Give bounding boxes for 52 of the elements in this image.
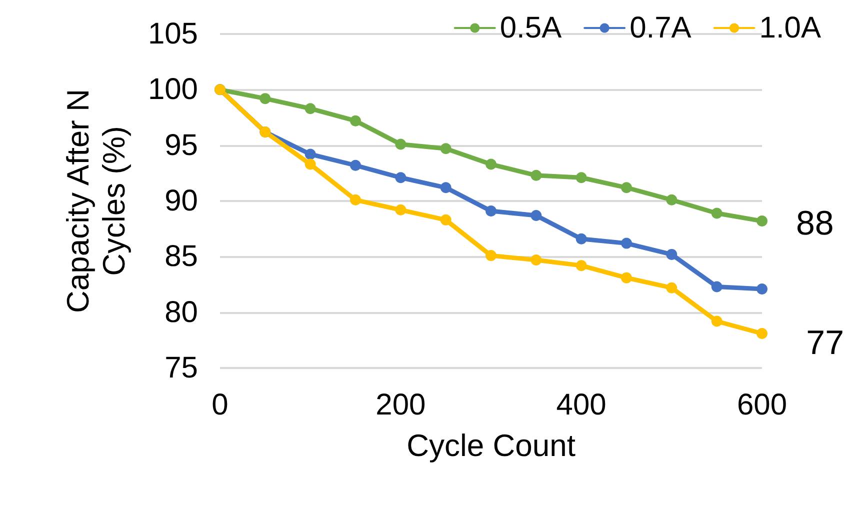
point: [666, 194, 678, 206]
point: [304, 148, 316, 160]
point: [576, 233, 587, 244]
y-axis-title: Capacity After N Cycles (%): [60, 89, 132, 313]
x-tick-label: 200: [376, 388, 426, 422]
point: [304, 103, 316, 114]
point: [576, 260, 587, 272]
point: [756, 283, 768, 294]
point: [350, 115, 361, 126]
point: [440, 214, 452, 226]
point: [711, 208, 722, 219]
y-tick-label: 95: [164, 128, 198, 162]
legend-label: 0.5A: [500, 12, 562, 44]
point: [486, 158, 496, 170]
point: [440, 182, 452, 194]
point: [304, 158, 316, 170]
point: [530, 210, 542, 221]
point: [395, 172, 406, 184]
point: [530, 170, 542, 181]
point: [440, 143, 452, 154]
point: [711, 316, 722, 327]
y-tick-label: 75: [164, 352, 198, 384]
point: [756, 328, 768, 339]
y-tick-label: 105: [148, 18, 198, 50]
point: [486, 250, 496, 262]
point: [530, 254, 542, 266]
x-tick-label: 400: [556, 388, 606, 422]
y-tick-label: 85: [164, 240, 198, 274]
annotation: 88: [796, 204, 834, 242]
point: [621, 272, 632, 284]
point: [350, 194, 361, 206]
x-tick-label: 0: [212, 388, 228, 422]
point: [395, 204, 406, 216]
point: [576, 172, 587, 184]
point: [260, 93, 271, 104]
x-tick-label: 600: [736, 388, 788, 422]
y-tick-label: 100: [148, 73, 198, 106]
legend-label: 1.0A: [759, 12, 822, 44]
point: [666, 248, 678, 260]
point: [486, 206, 496, 217]
point: [621, 182, 632, 194]
point: [395, 138, 406, 150]
point: [711, 281, 722, 292]
point: [666, 282, 678, 294]
y-tick-label: 80: [164, 296, 198, 329]
point: [350, 160, 361, 171]
text: 77: [806, 324, 844, 362]
point: [621, 238, 632, 249]
legend-label: 0.7A: [630, 12, 692, 44]
y-tick-label: 90: [164, 184, 198, 218]
point: [756, 216, 768, 227]
x-axis-title: Cycle Count: [406, 428, 576, 463]
